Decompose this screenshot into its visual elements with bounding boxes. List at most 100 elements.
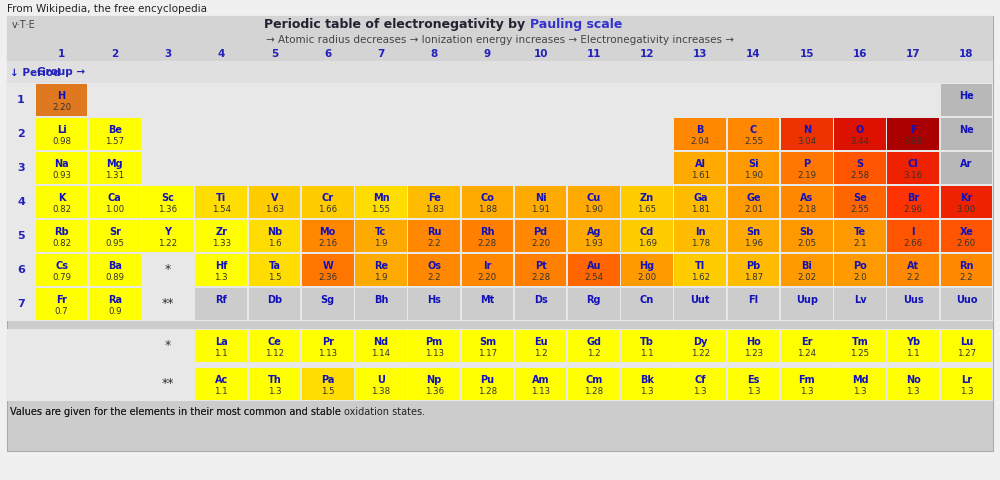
Text: H: H bbox=[58, 91, 66, 101]
Text: Sb: Sb bbox=[800, 227, 814, 237]
Text: 2.01: 2.01 bbox=[744, 205, 763, 214]
Text: 2.96: 2.96 bbox=[904, 205, 923, 214]
Text: 1.3: 1.3 bbox=[906, 387, 920, 396]
Text: Cl: Cl bbox=[908, 158, 919, 168]
Text: 1.57: 1.57 bbox=[105, 137, 124, 146]
Bar bbox=[302, 186, 354, 218]
Bar bbox=[568, 254, 620, 286]
Bar bbox=[515, 330, 566, 362]
Bar bbox=[7, 329, 993, 401]
Text: Rg: Rg bbox=[587, 295, 601, 305]
Text: Mn: Mn bbox=[373, 192, 389, 203]
Text: 1.9: 1.9 bbox=[374, 239, 388, 248]
Text: 1.36: 1.36 bbox=[158, 205, 178, 214]
Text: 6: 6 bbox=[17, 265, 25, 275]
Text: Pa: Pa bbox=[321, 374, 334, 384]
Text: Fm: Fm bbox=[798, 374, 815, 384]
Bar bbox=[408, 186, 460, 218]
Bar bbox=[781, 288, 833, 320]
Bar bbox=[941, 288, 992, 320]
Bar bbox=[36, 288, 87, 320]
Bar bbox=[515, 288, 566, 320]
Text: 0.9: 0.9 bbox=[108, 307, 122, 316]
Text: As: As bbox=[800, 192, 813, 203]
Text: 1.2: 1.2 bbox=[534, 349, 547, 358]
Bar bbox=[302, 288, 354, 320]
Text: 1.90: 1.90 bbox=[584, 205, 603, 214]
Text: 0.79: 0.79 bbox=[52, 273, 71, 282]
Bar bbox=[941, 84, 992, 116]
Text: Am: Am bbox=[532, 374, 549, 384]
Text: 2.20: 2.20 bbox=[478, 273, 497, 282]
Bar bbox=[674, 330, 726, 362]
Text: 1.69: 1.69 bbox=[638, 239, 657, 248]
Text: Fr: Fr bbox=[56, 295, 67, 305]
Text: Fe: Fe bbox=[428, 192, 441, 203]
Bar bbox=[674, 152, 726, 184]
Text: 0.82: 0.82 bbox=[52, 239, 71, 248]
Text: **: ** bbox=[162, 298, 174, 311]
Text: Ho: Ho bbox=[746, 336, 761, 347]
Text: Tm: Tm bbox=[852, 336, 868, 347]
Text: Rb: Rb bbox=[54, 227, 69, 237]
Text: W: W bbox=[322, 261, 333, 271]
Bar bbox=[302, 220, 354, 252]
Bar bbox=[462, 186, 513, 218]
Text: 2.54: 2.54 bbox=[584, 273, 603, 282]
Bar bbox=[674, 288, 726, 320]
Bar bbox=[142, 186, 194, 218]
Text: Mt: Mt bbox=[480, 295, 495, 305]
Bar bbox=[781, 186, 833, 218]
Bar bbox=[89, 220, 141, 252]
Text: Rf: Rf bbox=[215, 295, 227, 305]
Bar bbox=[355, 330, 407, 362]
Bar bbox=[302, 368, 354, 400]
Text: Rn: Rn bbox=[959, 261, 974, 271]
Text: Lr: Lr bbox=[961, 374, 972, 384]
Bar bbox=[834, 186, 886, 218]
Text: Es: Es bbox=[747, 374, 760, 384]
Text: Ac: Ac bbox=[215, 374, 228, 384]
Text: Eu: Eu bbox=[534, 336, 547, 347]
Bar bbox=[728, 220, 779, 252]
Text: 2.55: 2.55 bbox=[744, 137, 763, 146]
Bar bbox=[515, 220, 566, 252]
Bar bbox=[941, 220, 992, 252]
Bar bbox=[728, 186, 779, 218]
Bar bbox=[728, 254, 779, 286]
Text: 3: 3 bbox=[17, 163, 25, 173]
Bar bbox=[781, 220, 833, 252]
Text: Ba: Ba bbox=[108, 261, 122, 271]
Bar bbox=[462, 254, 513, 286]
Text: 1.55: 1.55 bbox=[371, 205, 391, 214]
Bar bbox=[834, 152, 886, 184]
Text: Cr: Cr bbox=[322, 192, 334, 203]
Text: Ne: Ne bbox=[959, 125, 974, 134]
Text: Periodic table of electronegativity by: Periodic table of electronegativity by bbox=[264, 18, 530, 31]
Bar bbox=[728, 330, 779, 362]
Text: 1.3: 1.3 bbox=[214, 273, 228, 282]
Text: Pt: Pt bbox=[535, 261, 546, 271]
Text: Pd: Pd bbox=[534, 227, 548, 237]
Bar bbox=[887, 152, 939, 184]
Text: 1.88: 1.88 bbox=[478, 205, 497, 214]
Text: → Atomic radius decreases → Ionization energy increases → Electronegativity incr: → Atomic radius decreases → Ionization e… bbox=[266, 35, 734, 45]
Text: Ra: Ra bbox=[108, 295, 122, 305]
Text: Zr: Zr bbox=[215, 227, 227, 237]
Text: Se: Se bbox=[853, 192, 867, 203]
Text: Al: Al bbox=[695, 158, 706, 168]
Text: 1.93: 1.93 bbox=[584, 239, 603, 248]
Text: No: No bbox=[906, 374, 921, 384]
Text: Ir: Ir bbox=[483, 261, 492, 271]
Bar bbox=[462, 368, 513, 400]
Text: Fl: Fl bbox=[748, 295, 759, 305]
Text: 1.25: 1.25 bbox=[850, 349, 870, 358]
Text: 16: 16 bbox=[853, 49, 867, 59]
Text: Sr: Sr bbox=[109, 227, 121, 237]
Bar bbox=[941, 118, 992, 150]
Text: 1.3: 1.3 bbox=[960, 387, 973, 396]
Text: C: C bbox=[750, 125, 757, 134]
Bar bbox=[355, 186, 407, 218]
Bar bbox=[728, 368, 779, 400]
Text: 1.3: 1.3 bbox=[800, 387, 814, 396]
